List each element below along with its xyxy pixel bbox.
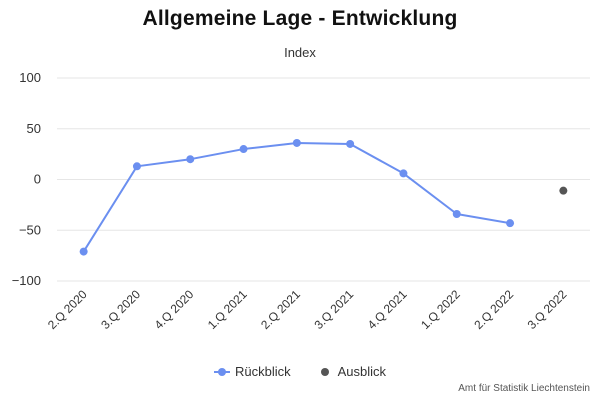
data-point (132, 162, 141, 171)
legend-marker-rueckblick (213, 366, 230, 378)
series-line-0 (82, 141, 511, 253)
data-point (559, 186, 568, 195)
x-tick-label: 3.Q 2020 (98, 287, 143, 332)
chart-legend: Rückblick Ausblick (0, 364, 600, 379)
data-point (186, 155, 195, 164)
x-tick-label: 3.Q 2021 (311, 287, 356, 332)
x-tick-label: 2.Q 2021 (258, 287, 303, 332)
chart-title: Allgemeine Lage - Entwicklung (142, 7, 458, 30)
y-tick-label: −50 (19, 222, 41, 237)
y-tick-label: −100 (12, 273, 41, 288)
x-tick-label: 4.Q 2021 (365, 287, 410, 332)
y-tick-label: 0 (34, 172, 41, 187)
y-tick-label: 100 (19, 70, 41, 85)
legend-marker-ausblick (317, 366, 333, 378)
x-tick-label: 1.Q 2022 (418, 287, 463, 332)
y-tick-label: 50 (27, 121, 41, 136)
data-point (506, 219, 515, 228)
legend-item-rueckblick[interactable]: Rückblick (213, 364, 291, 379)
data-point (239, 145, 248, 154)
data-point (346, 139, 355, 148)
x-tick-label: 2.Q 2020 (45, 287, 90, 332)
chart-subtitle: Index (284, 45, 316, 60)
x-tick-label: 2.Q 2022 (471, 287, 516, 332)
data-point (399, 169, 408, 178)
chart-credits: Amt für Statistik Liechtenstein (458, 383, 590, 394)
data-point (452, 210, 461, 219)
x-tick-label: 3.Q 2022 (525, 287, 570, 332)
data-point (292, 138, 301, 147)
legend-item-ausblick[interactable]: Ausblick (317, 364, 386, 379)
legend-label-rueckblick: Rückblick (234, 364, 291, 379)
x-tick-label: 4.Q 2020 (152, 287, 197, 332)
x-tick-label: 1.Q 2021 (205, 287, 250, 332)
data-point (79, 247, 88, 256)
legend-label-ausblick: Ausblick (337, 364, 387, 379)
